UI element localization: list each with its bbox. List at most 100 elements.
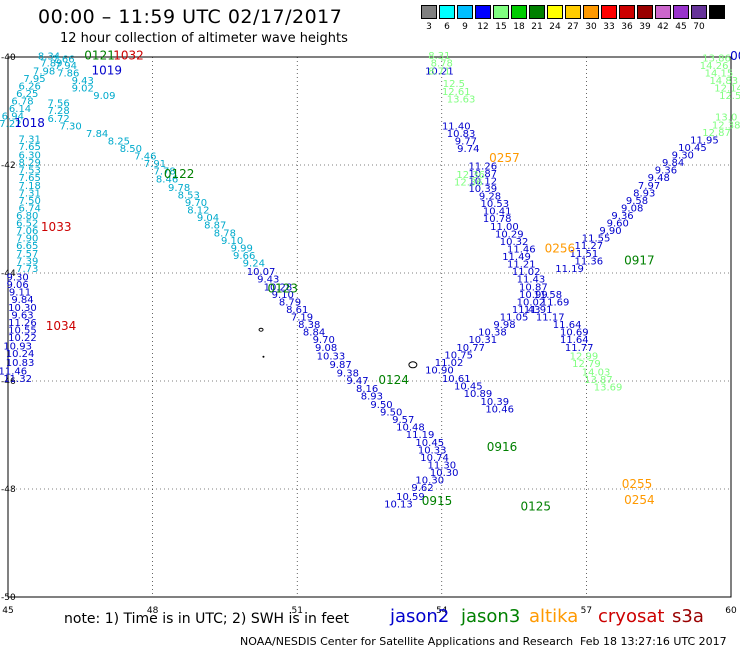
wave-height-value: 9.48: [648, 173, 670, 184]
wave-height-value: 9.47: [346, 376, 368, 387]
wave-height-value: 7.53: [19, 166, 41, 177]
wave-height-value: 8.12: [187, 206, 209, 217]
wave-height-value: 11.49: [502, 252, 531, 263]
wave-height-value: 9.98: [493, 320, 515, 331]
wave-height-value: 9.50: [380, 408, 402, 419]
wave-height-value: 8.46: [156, 174, 178, 185]
wave-height-value: 10.24: [6, 349, 35, 360]
wave-height-value: 6.74: [19, 203, 41, 214]
wave-height-value: 9.02: [72, 84, 94, 95]
wave-height-value: 9.78: [168, 183, 190, 194]
wave-height-value: 8.87: [204, 221, 226, 232]
wave-height-value: 8.84: [303, 328, 325, 339]
wave-height-value: 10.87: [519, 282, 548, 293]
wave-height-value: 11.17: [536, 313, 565, 324]
wave-height-value: 14.83: [709, 76, 738, 87]
scale-label: 6: [444, 22, 450, 32]
lat-tick-label: -44: [1, 269, 16, 279]
wave-height-value: 6.65: [16, 241, 38, 252]
scale-label: 45: [675, 22, 687, 32]
wave-height-value: 6.78: [11, 97, 33, 108]
scale-label: 33: [603, 22, 615, 32]
pass-time-label: 0026: [730, 49, 740, 63]
wave-height-value: 11.64: [560, 335, 589, 346]
scale-label: 27: [567, 22, 579, 32]
wave-height-value: 8.29: [19, 158, 41, 169]
wave-height-value: 8.79: [279, 297, 301, 308]
scale-swatch: [691, 5, 707, 19]
wave-height-value: 8.53: [178, 190, 200, 201]
wave-height-value: 9.70: [185, 198, 207, 209]
lon-tick-label: 45: [2, 606, 13, 616]
lat-tick-label: -40: [1, 53, 16, 63]
wave-height-value: 7.57: [16, 249, 38, 260]
wave-height-value: 12.38: [712, 120, 740, 131]
lon-tick-label: 60: [725, 606, 737, 616]
wave-height-value: 8.61: [286, 305, 308, 316]
wave-height-value: 9.99: [231, 243, 253, 254]
wave-height-value: 8.93: [361, 391, 383, 402]
wave-height-value: 11.19: [406, 430, 435, 441]
scale-label: 12: [477, 22, 489, 32]
wave-height-value: 12.50: [719, 91, 740, 102]
wave-height-value: 7.50: [19, 196, 41, 207]
wave-height-value: 10.22: [8, 333, 37, 344]
wave-height-value: 10.75: [444, 350, 473, 361]
island-outline: [258, 327, 264, 332]
pass-time-label: 1033: [41, 220, 72, 234]
wave-height-value: 10.33: [317, 351, 346, 362]
wave-height-value: 13.87: [584, 375, 613, 386]
wave-height-value: 10.77: [456, 343, 485, 354]
pass-time-label: 0257: [489, 151, 520, 165]
scale-swatch: [565, 5, 581, 19]
pass-time-label: 0121: [84, 49, 115, 63]
scale-label: 30: [585, 22, 597, 32]
scale-label: 21: [531, 22, 543, 32]
wave-height-value: 10.39: [480, 397, 509, 408]
scale-label: 15: [495, 22, 507, 32]
wave-height-value: 13.86: [702, 53, 731, 64]
wave-height-value: 6.25: [16, 89, 38, 100]
pass-time-label: 0915: [422, 494, 453, 508]
wave-height-value: 9.84: [662, 158, 684, 169]
wave-height-value: 12.36: [456, 170, 485, 181]
pass-time-label: 1018: [14, 116, 45, 130]
wave-height-value: 10.02: [517, 297, 546, 308]
wave-height-value: 7.65: [19, 142, 41, 153]
wave-height-value: 11.36: [574, 256, 603, 267]
scale-label: 36: [621, 22, 633, 32]
wave-height-value: 9.28: [479, 192, 501, 203]
scale-swatch: [709, 5, 725, 19]
wave-height-value: 9.43: [257, 275, 279, 286]
wave-height-value: 14.15: [705, 68, 734, 79]
wave-height-value: 7.31: [19, 188, 41, 199]
wave-height-value: 11.30: [427, 460, 456, 471]
pass-time-label: 0256: [545, 241, 576, 255]
wave-height-value: 12.61: [442, 87, 471, 98]
wave-height-value: 7.98: [33, 66, 55, 77]
pass-time-label: 0124: [378, 373, 409, 387]
scale-swatch: [493, 5, 509, 19]
wave-height-value: 7.91: [144, 159, 166, 170]
wave-height-value: 7.30: [60, 121, 82, 132]
wave-height-value: 10.59: [396, 492, 425, 503]
wave-height-value: 10.83: [6, 358, 35, 369]
pass-time-label: 1034: [46, 319, 77, 333]
wave-height-value: 7.94: [55, 61, 77, 72]
wave-height-value: 12.36: [454, 178, 483, 189]
wave-height-value: 9.74: [457, 144, 479, 155]
scale-label: 18: [513, 22, 525, 32]
wave-height-value: 11.21: [507, 260, 536, 271]
wave-height-value: 8.93: [633, 188, 655, 199]
wave-height-value: 11.46: [507, 244, 536, 255]
wave-height-value: 10.39: [468, 184, 497, 195]
wave-height-value: 7.84: [86, 129, 108, 140]
wave-height-value: 11.00: [490, 222, 519, 233]
wave-height-value: 10.07: [247, 267, 276, 278]
scale-swatch: [655, 5, 671, 19]
wave-height-value: 10.90: [425, 365, 454, 376]
wave-height-value: 7.86: [57, 68, 79, 79]
wave-height-value: 6.52: [16, 219, 38, 230]
wave-height-value: 12.79: [572, 359, 601, 370]
legend-jason3: jason3: [461, 606, 521, 627]
